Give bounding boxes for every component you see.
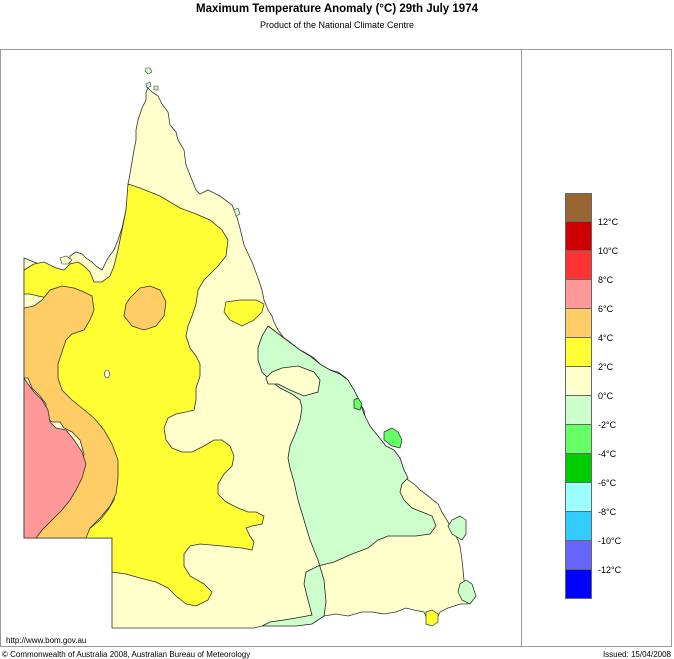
legend-block-m6-m4: [565, 454, 592, 483]
legend-label: -10°C: [598, 536, 622, 546]
region-minus4-to-minus2-1: [353, 397, 363, 411]
region-2-to-4-townsville: [223, 299, 265, 327]
island-3: [153, 85, 159, 91]
island-4: [233, 207, 241, 217]
legend-label: -6°C: [598, 478, 617, 488]
legend-label: -12°C: [598, 565, 622, 575]
region-2-to-4-border: [425, 609, 439, 627]
issued-date: Issued: 15/04/2008: [602, 650, 671, 659]
bom-url-link[interactable]: http://www.bom.gov.au: [6, 636, 87, 645]
island-5: [59, 255, 73, 265]
map-subtitle: Product of the National Climate Centre: [259, 20, 415, 30]
legend-label: 4°C: [598, 333, 614, 343]
legend-block-8-10: [565, 251, 592, 280]
legend-block-10-12: [565, 222, 592, 251]
legend-divider: [521, 49, 522, 647]
legend-block-m8-m6: [565, 483, 592, 512]
region-2-to-4: [23, 183, 265, 607]
legend-block-0-2: [565, 367, 592, 396]
region-0-to-2-pocket: [265, 365, 321, 397]
region-4-to-6-central: [123, 285, 167, 331]
legend-label: -4°C: [598, 449, 617, 459]
legend-label: -2°C: [598, 420, 617, 430]
legend-block-m2-0: [565, 396, 592, 425]
color-legend: [565, 193, 593, 599]
legend-block-4-6: [565, 309, 592, 338]
copyright-notice: © Commonwealth of Australia 2008, Austra…: [2, 650, 251, 659]
lake-oval: [104, 369, 110, 379]
region-minus2-to-0-coast-2: [457, 579, 477, 605]
legend-label: 6°C: [598, 304, 614, 314]
legend-label: 8°C: [598, 275, 614, 285]
region-6-to-8: [23, 376, 87, 539]
legend-label: 10°C: [598, 246, 619, 256]
legend-block-m4-m2: [565, 425, 592, 454]
island-2: [145, 81, 152, 89]
legend-block-gt12: [565, 193, 592, 222]
legend-block-lt-m12: [565, 570, 592, 599]
legend-label: 0°C: [598, 391, 614, 401]
legend-block-6-8: [565, 280, 592, 309]
region-4-to-6-west: [23, 285, 119, 539]
legend-label: 12°C: [598, 217, 619, 227]
legend-block-m10-m8: [565, 512, 592, 541]
region-minus4-to-minus2-2: [383, 427, 403, 449]
map-title: Maximum Temperature Anomaly (°C) 29th Ju…: [196, 3, 478, 15]
region-minus2-to-0-east: [257, 325, 437, 627]
legend-label: -8°C: [598, 507, 617, 517]
island-1: [144, 67, 153, 75]
legend-label: 2°C: [598, 362, 614, 372]
map-frame: [0, 49, 672, 647]
legend-block-2-4: [565, 338, 592, 367]
region-minus2-to-0-coast-1: [447, 515, 467, 541]
legend-block-m12-m10: [565, 541, 592, 570]
